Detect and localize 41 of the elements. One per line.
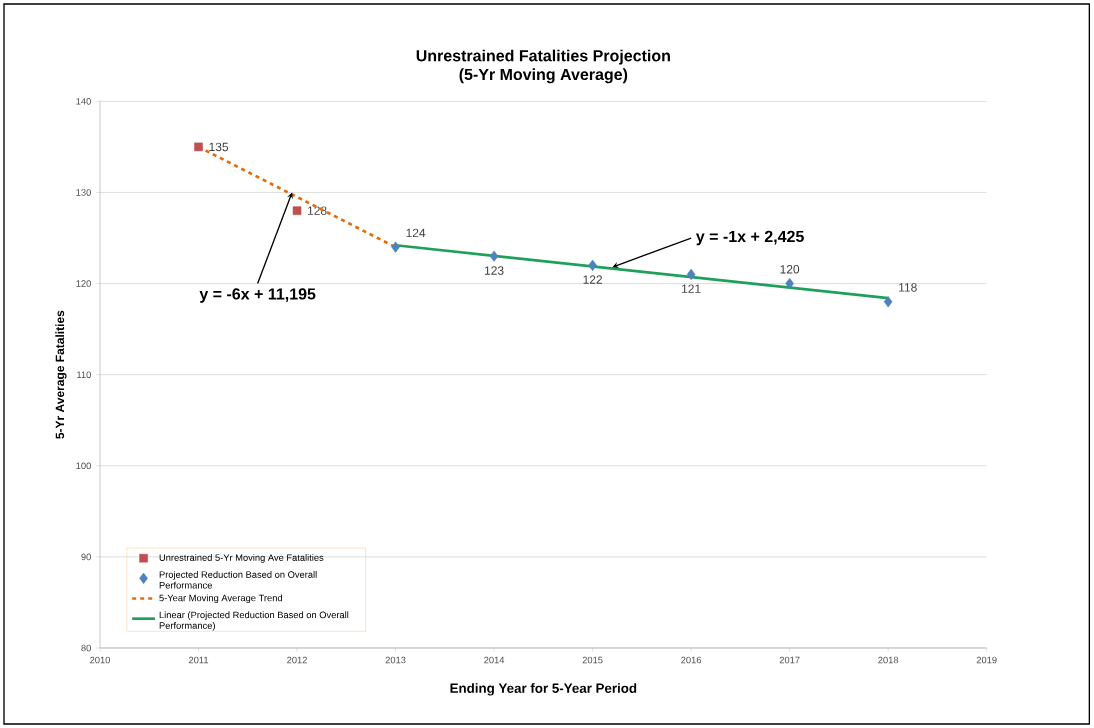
point (194, 142, 203, 152)
x-tick-label: 2013 (385, 656, 406, 664)
point (883, 296, 893, 308)
y-tick-label: 120 (76, 280, 91, 287)
x-tick-label: 2012 (287, 656, 307, 664)
y-tick-label: 140 (76, 98, 91, 105)
point (588, 259, 597, 271)
legend-label: Projected Reduction Based on Overall Performance (159, 571, 317, 589)
data-label: 135 (209, 142, 229, 152)
x-tick-label: 2010 (90, 656, 111, 664)
chart-title: Unrestrained Fatalities Projection (416, 49, 670, 65)
x-tick-label: 2016 (681, 656, 702, 664)
legend-label: Unrestrained 5-Yr Moving Ave Fatalities (159, 554, 324, 563)
y-axis-title: 5-Yr Average Fatalities (55, 310, 67, 439)
y-tick-label: 110 (77, 371, 91, 378)
y-tick-label: 100 (76, 462, 91, 470)
chart-subtitle: (5-Yr Moving Average) (459, 68, 628, 84)
legend-label: 5-Year Moving Average Trend (159, 594, 282, 604)
y-tick-label: 130 (76, 189, 91, 196)
data-label: 118 (899, 283, 917, 292)
x-tick-label: 2017 (779, 656, 800, 664)
x-tick-label: 2018 (878, 656, 899, 664)
x-tick-label: 2015 (582, 656, 603, 664)
data-label: 121 (682, 284, 701, 293)
y-tick-label: 90 (81, 553, 91, 561)
point (489, 250, 499, 262)
x-tick-label: 2019 (976, 656, 997, 664)
annotation: y = -6x + 11,195 (199, 288, 316, 303)
x-axis-title: Ending Year for 5-Year Period (450, 683, 637, 696)
x-tick-label: 2014 (484, 656, 505, 664)
data-label: 120 (780, 265, 800, 274)
y-tick-label: 80 (81, 644, 91, 652)
data-label: 124 (406, 228, 426, 238)
point (391, 241, 400, 253)
data-label: 123 (484, 266, 504, 275)
x-tick-label: 2011 (188, 656, 209, 664)
annotation: y = -1x + 2,425 (695, 230, 804, 246)
point (292, 206, 302, 215)
point (686, 268, 696, 281)
legend-label: Linear (Projected Reduction Based on Overall Performance) (159, 611, 349, 631)
data-label: 122 (583, 275, 602, 284)
